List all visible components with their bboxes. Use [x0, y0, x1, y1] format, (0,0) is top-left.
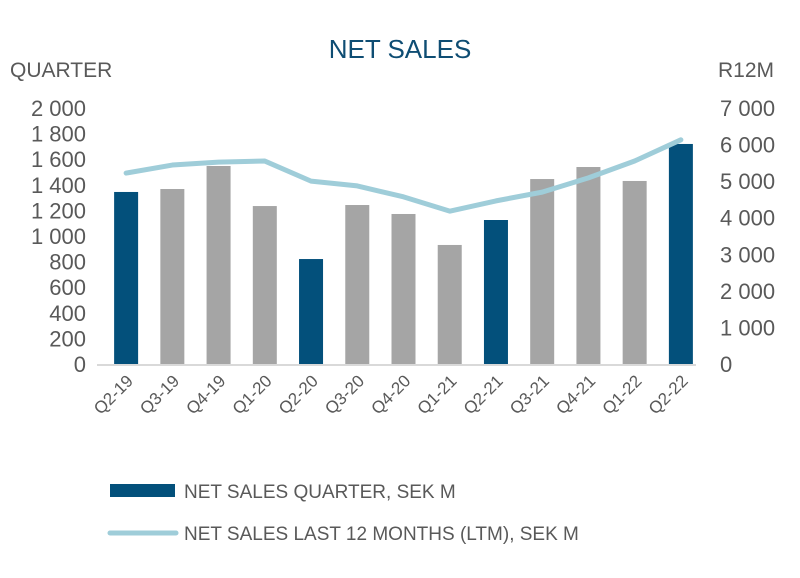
legend-label-ltm: NET SALES LAST 12 MONTHS (LTM), SEK M [184, 524, 579, 545]
bar-Q4-19 [206, 165, 231, 364]
x-tick-label: Q2-21 [460, 371, 507, 418]
right-tick-label: 4 000 [720, 206, 775, 231]
left-tick-label: 1 000 [31, 224, 86, 249]
right-tick-label: 5 000 [720, 169, 775, 194]
legend: NET SALES QUARTER, SEK M NET SALES LAST … [107, 482, 579, 545]
x-tick-label: Q4-20 [367, 371, 414, 418]
left-tick-label: 2 000 [31, 96, 86, 121]
legend-label-quarter: NET SALES QUARTER, SEK M [184, 482, 456, 503]
left-tick-label: 1 800 [31, 122, 86, 147]
bar-Q4-21 [576, 167, 601, 364]
left-tick-label: 200 [49, 326, 86, 351]
bar-Q1-22 [622, 180, 647, 364]
left-axis-title: QUARTER [10, 59, 112, 82]
x-tick-label: Q2-19 [90, 371, 137, 418]
x-tick-label: Q3-20 [321, 371, 368, 418]
left-tick-label: 1 200 [31, 198, 86, 223]
right-tick-label: 2 000 [720, 279, 775, 304]
x-tick-label: Q2-20 [275, 371, 322, 418]
bar-Q2-19 [114, 191, 139, 364]
x-tick-label: Q4-19 [183, 371, 230, 418]
legend-swatch-quarter [110, 484, 175, 497]
bar-Q2-22 [668, 143, 693, 364]
right-tick-label: 6 000 [720, 133, 775, 158]
left-tick-label: 800 [49, 250, 86, 275]
x-tick-label: Q3-21 [506, 371, 553, 418]
bar-Q4-20 [391, 213, 416, 364]
bar-Q3-21 [530, 179, 555, 364]
bar-Q3-19 [160, 189, 185, 364]
x-tick-label: Q1-20 [229, 371, 276, 418]
bar-Q1-21 [437, 244, 462, 364]
bar-Q3-20 [345, 205, 370, 364]
x-tick-label: Q3-19 [136, 371, 183, 418]
bar-Q2-20 [299, 259, 324, 364]
bar-series [114, 143, 693, 364]
x-tick-label: Q4-21 [552, 371, 599, 418]
x-tick-label: Q1-21 [414, 371, 461, 418]
left-tick-label: 0 [74, 352, 86, 377]
bar-Q1-20 [252, 206, 277, 364]
right-axis-title: R12M [718, 59, 774, 82]
right-tick-label: 3 000 [720, 242, 775, 267]
x-tick-label: Q2-22 [645, 371, 692, 418]
right-tick-label: 7 000 [720, 96, 775, 121]
right-tick-label: 1 000 [720, 315, 775, 340]
ltm-line-series [123, 137, 684, 214]
bar-Q2-21 [483, 220, 508, 364]
right-axis-ticks: 0 1 000 2 000 3 000 4 000 5 000 6 000 7 000 [720, 96, 775, 377]
left-tick-label: 400 [49, 301, 86, 326]
right-tick-label: 0 [720, 352, 732, 377]
left-tick-label: 600 [49, 275, 86, 300]
left-tick-label: 1 400 [31, 173, 86, 198]
chart-title: NET SALES [329, 34, 472, 64]
left-tick-label: 1 600 [31, 147, 86, 172]
x-axis-ticks: Q2-19 Q3-19 Q4-19 Q1-20 Q2-20 Q3-20 Q4-20 Q1-21… [90, 371, 692, 418]
x-tick-label: Q1-22 [599, 371, 646, 418]
